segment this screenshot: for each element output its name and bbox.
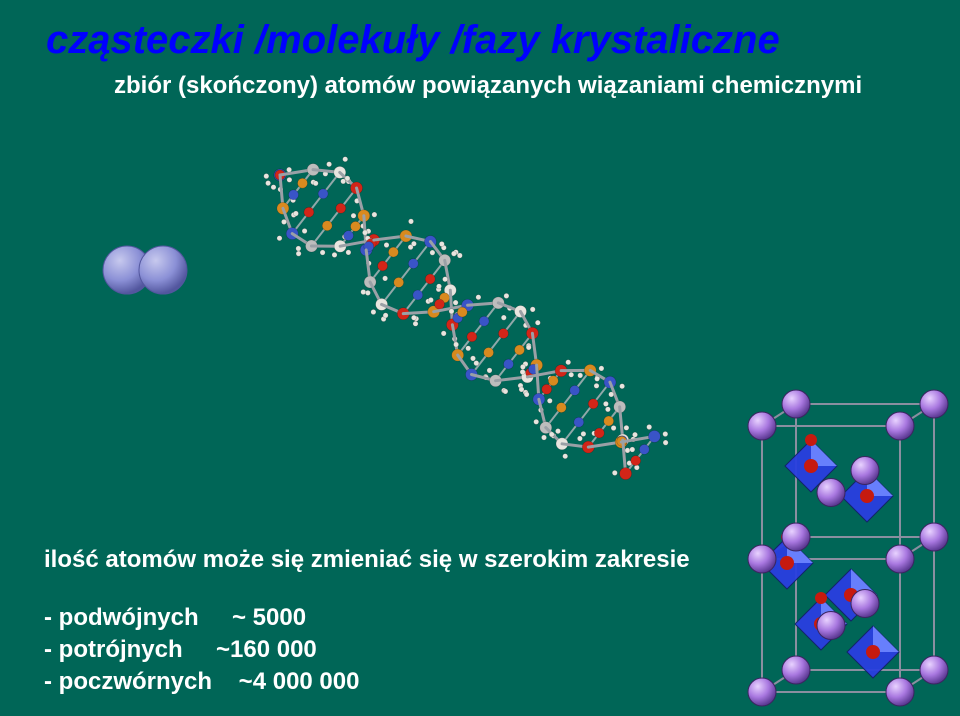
diatomic-molecule-illustration: [97, 240, 193, 300]
crystal-lattice-illustration: [742, 384, 954, 712]
body-line: ilość atomów może się zmieniać się w sze…: [44, 546, 690, 574]
bullet-list: - podwójnych ~ 5000 - potrójnych ~160 00…: [44, 602, 359, 698]
slide: cząsteczki /molekuły /fazy krystaliczne …: [0, 0, 960, 716]
slide-title: cząsteczki /molekuły /fazy krystaliczne: [46, 18, 780, 63]
macromolecule-illustration: [220, 115, 690, 505]
slide-subtitle: zbiór (skończony) atomów powiązanych wią…: [114, 72, 862, 100]
